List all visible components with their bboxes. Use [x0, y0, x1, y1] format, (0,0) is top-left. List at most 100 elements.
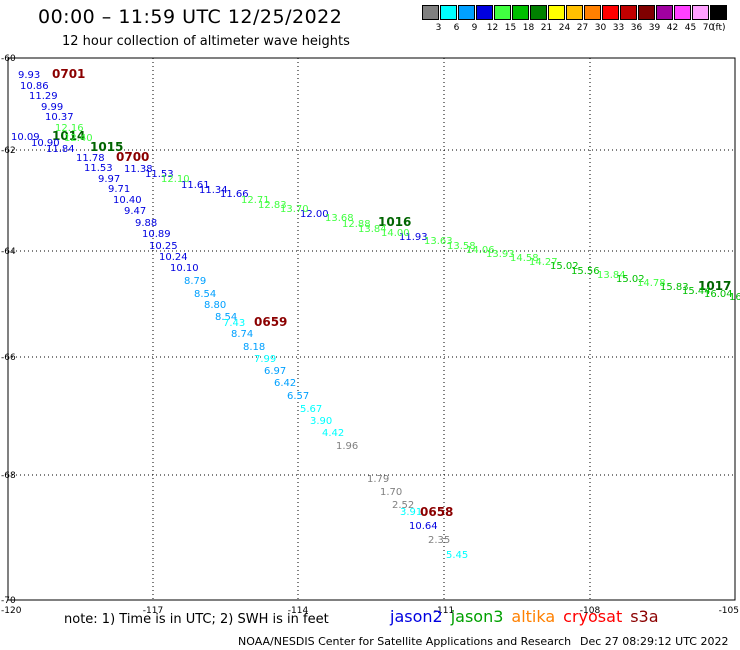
wave-height-reading: 9.97	[98, 174, 120, 185]
wave-height-reading: 10.89	[142, 229, 171, 240]
wave-height-reading: 10.37	[45, 112, 74, 123]
wave-height-reading: 11.93	[399, 232, 428, 243]
legend-label: 15	[504, 23, 517, 33]
legend-swatch	[656, 5, 673, 20]
legend-swatch	[476, 5, 493, 20]
wave-height-reading: 11.38	[124, 164, 153, 175]
wave-height-reading: 9.99	[41, 102, 63, 113]
satellite-s3a: s3a	[630, 607, 659, 626]
wave-height-reading: 11.53	[145, 169, 174, 180]
credit-line: NOAA/NESDIS Center for Satellite Applica…	[238, 635, 572, 648]
pass-time-label: 1014	[52, 129, 85, 143]
wave-height-reading: 11.61	[181, 180, 210, 191]
legend-label: 3	[435, 23, 442, 33]
wave-height-reading: 8.18	[243, 342, 265, 353]
wave-height-reading: 13.63	[424, 236, 453, 247]
legend-swatch	[584, 5, 601, 20]
pass-time-label: 0701	[52, 67, 85, 81]
satellite-jason2: jason2	[390, 607, 443, 626]
map-frame	[7, 57, 736, 601]
pass-time-label: 0658	[420, 505, 453, 519]
wave-height-reading: 10.86	[20, 81, 49, 92]
wave-height-reading: 16.04	[704, 289, 733, 300]
page-title: 00:00 – 11:59 UTC 12/25/2022	[38, 6, 343, 28]
lat-tick-label: -62	[1, 146, 16, 156]
legend-swatch	[530, 5, 547, 20]
wave-height-reading: 13.70	[280, 204, 309, 215]
satellite-cryosat: cryosat	[563, 607, 623, 626]
wave-height-reading: 11.34	[199, 185, 228, 196]
wave-height-reading: 10.10	[170, 263, 199, 274]
wave-height-reading: 13.93	[486, 249, 515, 260]
legend-label: 45	[684, 23, 697, 33]
wave-height-reading: 12.00	[300, 209, 329, 220]
wave-height-reading: 12.16	[55, 123, 84, 134]
legend-label: 21	[540, 23, 553, 33]
wave-height-reading: 13.58	[447, 241, 476, 252]
wave-height-reading: 1.70	[380, 487, 402, 498]
lon-tick-label: -105	[719, 606, 739, 616]
wave-height-reading: 11.53	[84, 163, 113, 174]
wave-height-reading: 11.29	[29, 91, 58, 102]
wave-height-reading: 10.25	[149, 241, 178, 252]
wave-height-reading: 14.78	[637, 278, 666, 289]
legend-label: 42	[666, 23, 679, 33]
wave-height-reading: 14.06	[466, 245, 495, 256]
wave-height-reading: 15.44	[682, 286, 711, 297]
wave-height-reading: 10.40	[113, 195, 142, 206]
legend-label: 12	[486, 23, 499, 33]
legend-swatch	[620, 5, 637, 20]
wave-height-reading: 12.10	[161, 174, 190, 185]
legend-label: 33	[612, 23, 625, 33]
legend-swatch	[422, 5, 439, 20]
legend-label: 24	[558, 23, 571, 33]
legend-swatch	[710, 5, 727, 20]
lon-tick-label: -108	[580, 606, 601, 616]
legend-label: 6	[453, 23, 460, 33]
legend-swatch	[494, 5, 511, 20]
legend-swatch	[440, 5, 457, 20]
satellite-jason3: jason3	[450, 607, 504, 626]
wave-height-reading: 10.09	[11, 132, 40, 143]
wave-height-reading: 15.02	[616, 274, 645, 285]
wave-height-reading: 12.40	[64, 133, 93, 144]
wave-height-reading: 11.78	[76, 153, 105, 164]
lat-tick-label: -68	[1, 471, 16, 481]
pass-time-label: 0700	[116, 150, 149, 164]
legend-swatch	[548, 5, 565, 20]
wave-height-reading: 8.54	[194, 289, 216, 300]
legend-swatch	[458, 5, 475, 20]
wave-height-reading: 9.88	[135, 218, 157, 229]
wave-height-reading: 15.02	[550, 261, 579, 272]
legend-label: 9	[471, 23, 478, 33]
wave-height-reading: 15.83	[660, 282, 689, 293]
wave-height-reading: 12.88	[342, 219, 371, 230]
legend-label: 27	[576, 23, 589, 33]
pass-time-label: 1016	[378, 215, 411, 229]
lon-tick-label: -120	[1, 606, 22, 616]
wave-height-reading: 8.74	[231, 329, 253, 340]
wave-height-reading: 10.24	[159, 252, 188, 263]
wave-height-reading: 12.83	[258, 200, 287, 211]
wave-height-reading: 9.71	[108, 184, 130, 195]
wave-height-reading: 6.57	[287, 391, 309, 402]
wave-height-reading: 3.91	[400, 507, 422, 518]
legend-label: 70	[702, 23, 715, 33]
wave-height-reading: 14.00	[381, 228, 410, 239]
lat-tick-label: -60	[1, 54, 16, 64]
wave-height-reading: 3.90	[310, 416, 332, 427]
page-subtitle: 12 hour collection of altimeter wave hei…	[62, 34, 350, 49]
footnote: note: 1) Time is in UTC; 2) SWH is in fe…	[64, 612, 329, 627]
wave-height-reading: 7.43	[223, 318, 245, 329]
legend-label: 30	[594, 23, 607, 33]
wave-height-reading: 2.35	[428, 535, 450, 546]
legend-swatch	[692, 5, 709, 20]
wave-height-reading: 8.79	[184, 276, 206, 287]
lon-tick-label: -117	[143, 606, 163, 616]
satellite-key: jason2 jason3 altika cryosat s3a	[390, 607, 667, 626]
legend-unit: (ft)	[712, 23, 726, 33]
generated-timestamp: Dec 27 08:29:12 UTC 2022	[580, 635, 729, 648]
wave-height-reading: 2.52	[392, 500, 414, 511]
lat-tick-label: -64	[1, 247, 16, 257]
